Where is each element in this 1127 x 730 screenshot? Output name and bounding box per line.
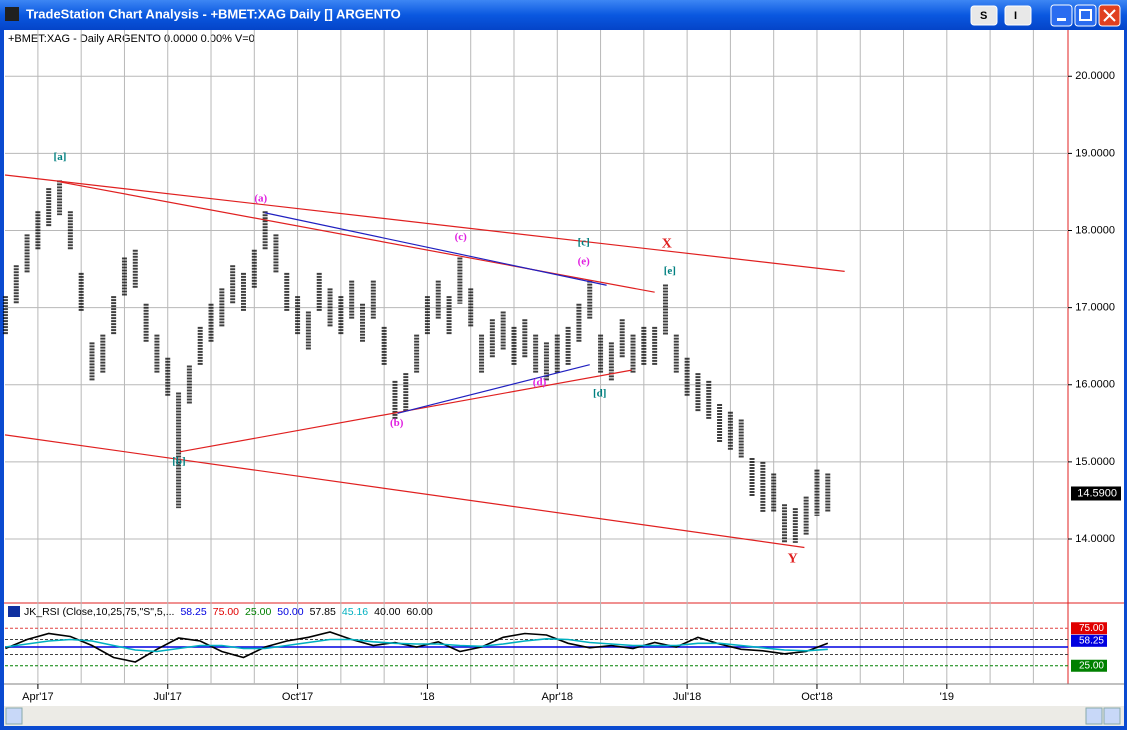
wave-label: (d)	[533, 377, 547, 389]
rsi-line	[5, 631, 829, 663]
rsi-axis-box	[1071, 622, 1107, 635]
x-tick-label: Jul'17	[154, 691, 182, 703]
rsi-legend-item: 75.00	[213, 606, 239, 618]
chart: 14.0000 15.0000 16.0000 17.0000 18.0000 19.00…	[2, 30, 1121, 703]
y-tick-label: 15.0000	[1075, 456, 1115, 468]
chart-area	[4, 30, 1124, 706]
y-tick-label: 18.0000	[1075, 224, 1115, 236]
wave-label: [e]	[664, 265, 676, 277]
trendline	[264, 212, 607, 286]
wave-label: [c]	[578, 236, 590, 248]
x-tick-label: Jul'18	[673, 691, 701, 703]
y-tick-label: 17.0000	[1075, 302, 1115, 314]
scrollbar	[4, 706, 1124, 726]
last-price-box	[1071, 486, 1121, 501]
trendline	[4, 174, 845, 272]
i-button[interactable]	[1004, 5, 1032, 26]
rsi-legend-item: 25.00	[245, 606, 271, 618]
y-tick-label: 16.0000	[1075, 379, 1115, 391]
chart-header: +BMET:XAG - Daily ARGENTO 0.0000 0.00% V…	[8, 33, 255, 45]
x-tick-label: '19	[940, 691, 954, 703]
last-price-label: 14.5900	[1077, 487, 1117, 499]
window-title: TradeStation Chart Analysis - +BMET:XAG …	[26, 6, 401, 21]
wave-label: (e)	[578, 256, 591, 268]
trendline	[397, 364, 590, 414]
wave-label: [b]	[172, 455, 185, 467]
y-tick-label: 20.0000	[1075, 70, 1115, 82]
scroll-right[interactable]	[1103, 707, 1121, 725]
rsi-axis-label: 25.00	[1079, 660, 1104, 671]
trendline	[4, 434, 805, 549]
i-button-label: I	[1014, 10, 1017, 22]
rsi-axis-box	[1071, 634, 1107, 647]
y-tick-label: 19.0000	[1075, 147, 1115, 159]
wave-label: (b)	[390, 417, 404, 429]
rsi-legend-item: JK_RSI (Close,10,25,75,"S",5,...	[24, 606, 174, 618]
rsi-legend-item: 40.00	[374, 606, 400, 618]
rsi-axis-label: 58.25	[1079, 635, 1104, 646]
rsi-legend-icon	[8, 606, 20, 617]
x-tick-label: Oct'17	[282, 691, 313, 703]
s-button[interactable]	[970, 5, 998, 26]
wave-label: X	[662, 237, 672, 252]
title-bar	[0, 0, 1127, 30]
close-icon	[1103, 9, 1116, 22]
maximize-icon	[1079, 9, 1092, 21]
minimize-button[interactable]	[1050, 4, 1073, 27]
rsi-legend-item: 57.85	[310, 606, 336, 618]
maximize-button[interactable]	[1074, 4, 1097, 27]
wave-label: (a)	[254, 192, 267, 204]
wave-label: (c)	[455, 231, 468, 243]
x-tick-label: Apr'18	[542, 691, 573, 703]
minimize-icon	[1057, 18, 1066, 21]
rsi-legend-item: 50.00	[277, 606, 303, 618]
scrollbar-track[interactable]	[4, 706, 1124, 726]
window-buttons: S I	[970, 4, 1121, 27]
x-tick-label: '18	[420, 691, 434, 703]
rsi-axis-box	[1071, 659, 1107, 672]
wave-label: [a]	[54, 151, 67, 163]
rsi-line	[5, 637, 828, 653]
wave-label: [d]	[593, 388, 606, 400]
rsi-legend-item: 45.16	[342, 606, 368, 618]
scroll-left[interactable]	[5, 707, 23, 725]
rsi-legend-item: 58.25	[180, 606, 206, 618]
scroll-thumb[interactable]	[1085, 707, 1103, 725]
s-button-label: S	[980, 10, 987, 22]
y-tick-label: 14.0000	[1075, 533, 1115, 545]
wave-label: Y	[788, 551, 798, 566]
rsi-legend-item: 60.00	[406, 606, 432, 618]
app-icon	[5, 7, 19, 21]
rsi-axis-label: 75.00	[1079, 623, 1104, 634]
x-tick-label: Apr'17	[22, 691, 53, 703]
x-tick-label: Oct'18	[801, 691, 832, 703]
